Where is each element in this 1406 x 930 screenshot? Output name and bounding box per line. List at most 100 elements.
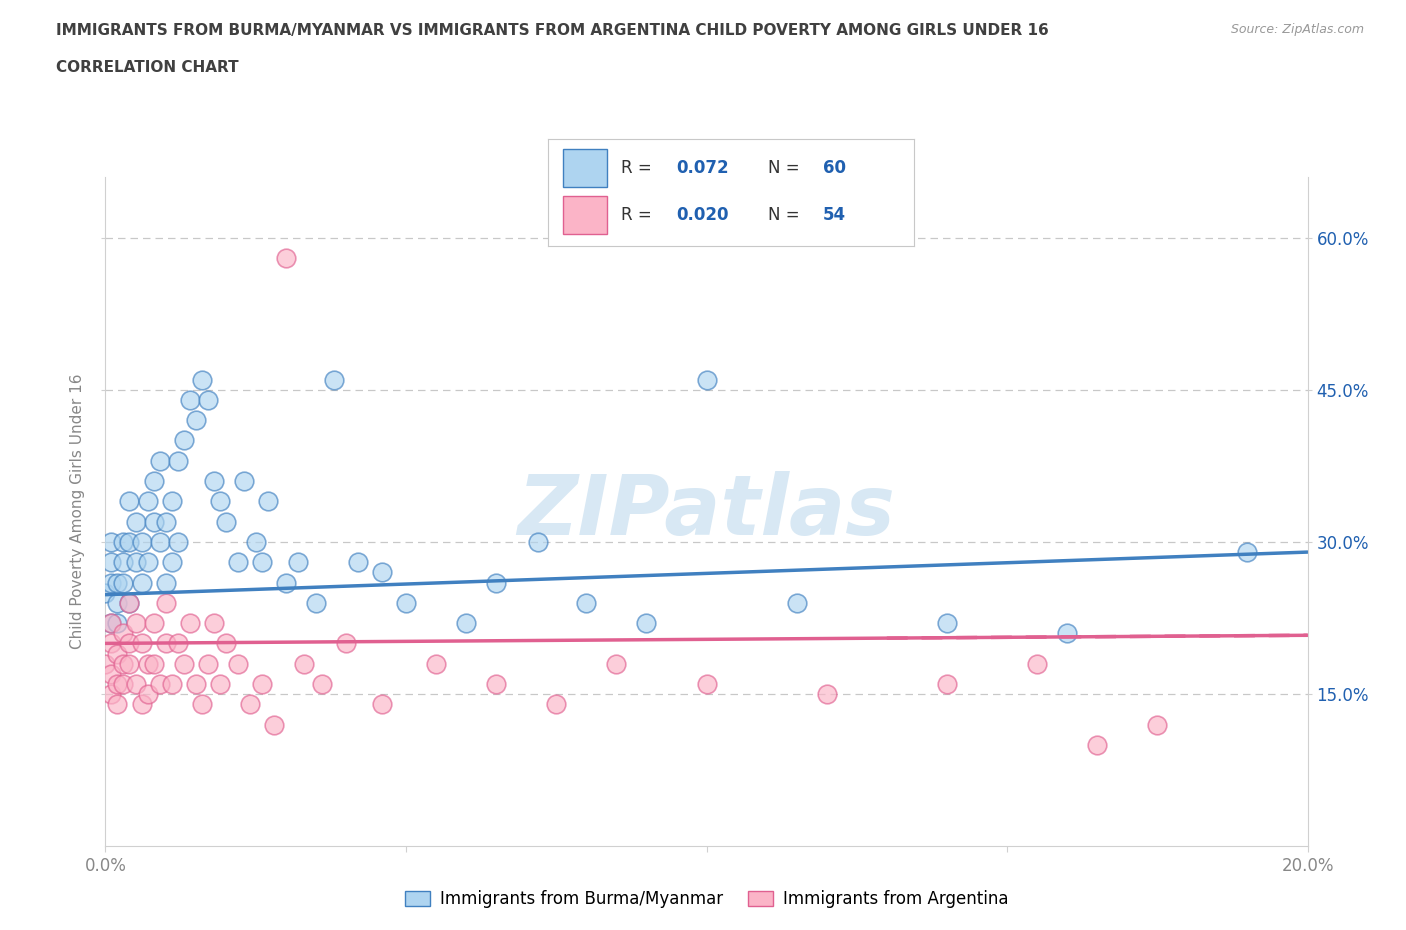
FancyBboxPatch shape xyxy=(562,196,607,233)
Point xyxy=(118,595,141,610)
Point xyxy=(142,473,165,488)
Point xyxy=(131,636,153,651)
Point xyxy=(124,676,146,691)
Point xyxy=(371,697,394,711)
Point xyxy=(292,657,315,671)
Point xyxy=(371,565,394,579)
Point xyxy=(124,616,146,631)
Point xyxy=(148,676,170,691)
Point xyxy=(546,697,568,711)
Point xyxy=(232,473,254,488)
FancyBboxPatch shape xyxy=(562,149,607,187)
Point xyxy=(274,250,297,265)
Point xyxy=(179,616,201,631)
Point xyxy=(107,646,129,661)
Point xyxy=(605,657,627,671)
Point xyxy=(287,555,309,570)
Point xyxy=(179,392,201,407)
Point xyxy=(226,555,249,570)
Point xyxy=(100,616,122,631)
Point xyxy=(100,636,122,651)
Point xyxy=(202,473,225,488)
Point xyxy=(197,392,219,407)
Point xyxy=(1236,545,1258,560)
Text: 0.020: 0.020 xyxy=(676,206,728,224)
Text: N =: N = xyxy=(768,206,804,224)
Point xyxy=(148,453,170,468)
Text: Source: ZipAtlas.com: Source: ZipAtlas.com xyxy=(1230,23,1364,36)
Point xyxy=(112,626,135,641)
Point xyxy=(112,575,135,590)
Point xyxy=(173,433,195,448)
Point xyxy=(485,575,508,590)
Point xyxy=(155,636,177,651)
Point xyxy=(107,676,129,691)
Point xyxy=(311,676,333,691)
Point xyxy=(118,657,141,671)
Point xyxy=(190,697,212,711)
Point xyxy=(124,514,146,529)
Point xyxy=(166,453,188,468)
Text: ZIPatlas: ZIPatlas xyxy=(517,471,896,552)
Point xyxy=(1056,626,1078,641)
Point xyxy=(107,575,129,590)
Text: 60: 60 xyxy=(823,159,845,177)
Point xyxy=(1146,717,1168,732)
Point xyxy=(305,595,328,610)
Point xyxy=(100,575,122,590)
Point xyxy=(136,494,159,509)
Point xyxy=(485,676,508,691)
Point xyxy=(100,616,122,631)
Point xyxy=(190,372,212,387)
Point xyxy=(142,657,165,671)
Point xyxy=(155,514,177,529)
Point xyxy=(124,555,146,570)
Point xyxy=(214,514,236,529)
Point xyxy=(395,595,418,610)
Point xyxy=(184,413,207,428)
Point xyxy=(208,676,231,691)
Point xyxy=(160,555,183,570)
Point xyxy=(226,657,249,671)
Text: 0.072: 0.072 xyxy=(676,159,728,177)
Point xyxy=(250,555,273,570)
Point xyxy=(936,676,959,691)
Point xyxy=(256,494,278,509)
Point xyxy=(454,616,477,631)
Point xyxy=(696,676,718,691)
Point xyxy=(575,595,598,610)
Point xyxy=(214,636,236,651)
Legend: Immigrants from Burma/Myanmar, Immigrants from Argentina: Immigrants from Burma/Myanmar, Immigrant… xyxy=(398,884,1015,915)
Point xyxy=(112,676,135,691)
Point xyxy=(142,616,165,631)
Point xyxy=(322,372,344,387)
Point xyxy=(1026,657,1049,671)
Point xyxy=(208,494,231,509)
Text: IMMIGRANTS FROM BURMA/MYANMAR VS IMMIGRANTS FROM ARGENTINA CHILD POVERTY AMONG G: IMMIGRANTS FROM BURMA/MYANMAR VS IMMIGRA… xyxy=(56,23,1049,38)
Text: N =: N = xyxy=(768,159,804,177)
Point xyxy=(335,636,357,651)
Text: R =: R = xyxy=(621,206,658,224)
Point xyxy=(118,595,141,610)
Point xyxy=(136,686,159,701)
Point xyxy=(107,616,129,631)
Point xyxy=(118,535,141,550)
Point xyxy=(100,686,122,701)
Point xyxy=(118,636,141,651)
Point xyxy=(1085,737,1108,752)
Point xyxy=(160,494,183,509)
Point xyxy=(112,555,135,570)
Point xyxy=(112,535,135,550)
Point xyxy=(107,595,129,610)
Text: R =: R = xyxy=(621,159,658,177)
Point xyxy=(936,616,959,631)
Point xyxy=(131,535,153,550)
Point xyxy=(94,657,117,671)
Point xyxy=(155,575,177,590)
Point xyxy=(239,697,262,711)
Point xyxy=(166,636,188,651)
Y-axis label: Child Poverty Among Girls Under 16: Child Poverty Among Girls Under 16 xyxy=(70,374,86,649)
Point xyxy=(160,676,183,691)
Text: 54: 54 xyxy=(823,206,845,224)
Point xyxy=(815,686,838,701)
